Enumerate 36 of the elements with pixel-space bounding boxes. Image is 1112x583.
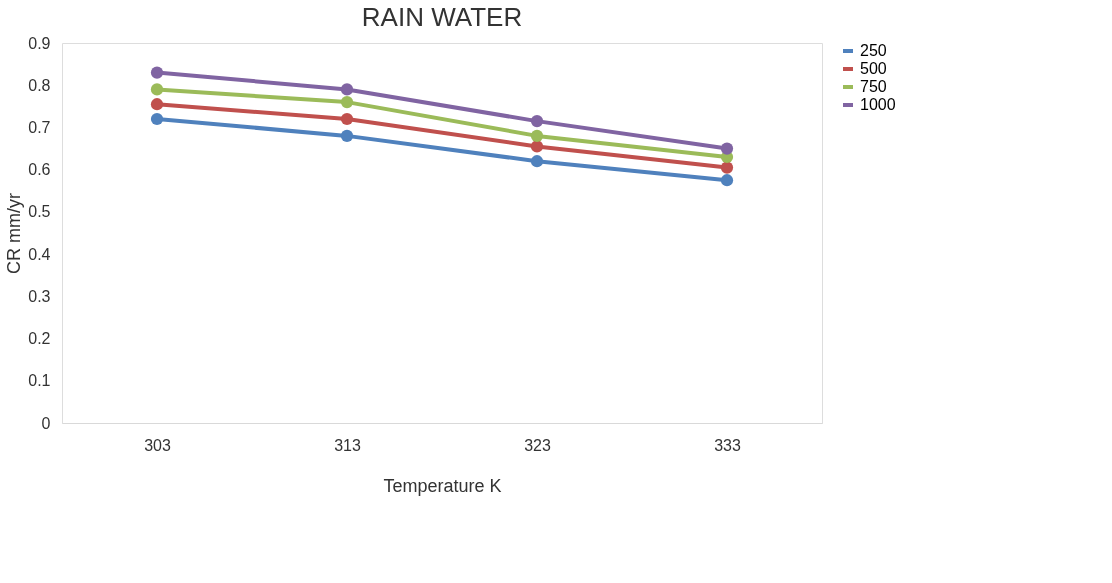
- legend-label: 250: [860, 42, 887, 59]
- point: [340, 96, 354, 109]
- x-axis-title: Temperature K: [383, 475, 502, 496]
- point: [720, 161, 734, 174]
- point: [720, 174, 734, 187]
- x-tick-label: 333: [714, 436, 741, 454]
- point: [150, 66, 164, 79]
- y-tick-label: 0.3: [28, 287, 51, 305]
- x-tick-label: 313: [334, 436, 361, 454]
- y-axis-title: CR mm/yr: [4, 193, 25, 274]
- point: [340, 129, 354, 142]
- y-tick-label: 0: [41, 414, 51, 432]
- y-tick-label: 0.4: [28, 245, 51, 263]
- chart-title: RAIN WATER: [361, 2, 523, 32]
- x-tick-label: 303: [144, 436, 171, 454]
- legend-label: 500: [860, 60, 887, 77]
- legend-label: 750: [860, 78, 887, 95]
- y-tick-label: 0.1: [28, 372, 51, 390]
- legend-label: 1000: [860, 96, 896, 113]
- point: [340, 112, 354, 126]
- point: [150, 112, 164, 126]
- point: [530, 155, 544, 168]
- point: [530, 129, 544, 142]
- point: [530, 115, 544, 128]
- y-tick-label: 0.2: [28, 330, 51, 348]
- point: [530, 140, 544, 153]
- point: [720, 142, 734, 155]
- y-tick-label: 0.8: [28, 76, 51, 94]
- x-tick-label: 323: [524, 436, 551, 454]
- y-tick-label: 0.6: [28, 161, 51, 179]
- y-tick-label: 0.9: [28, 34, 51, 52]
- point: [150, 83, 164, 96]
- point: [340, 83, 354, 96]
- point: [150, 98, 164, 111]
- y-tick-label: 0.5: [28, 203, 51, 221]
- y-tick-label: 0.7: [28, 118, 51, 136]
